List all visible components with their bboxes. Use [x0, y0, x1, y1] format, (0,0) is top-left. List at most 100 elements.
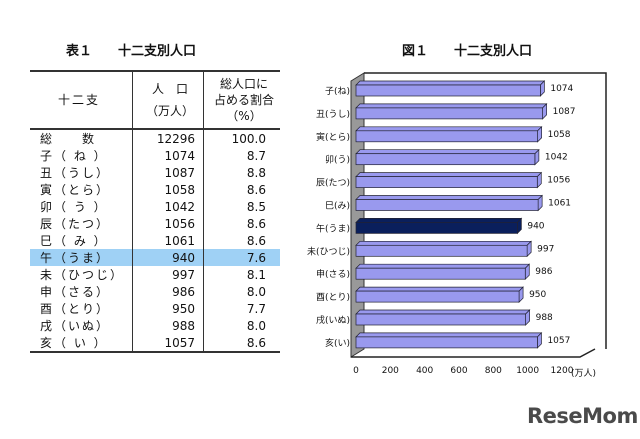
data-label: 986	[535, 267, 552, 277]
bar	[355, 199, 539, 211]
x-tick-label: 200	[382, 366, 399, 376]
bar-top	[355, 240, 532, 246]
header-zodiac: 十二支	[30, 70, 133, 130]
bar	[355, 244, 528, 257]
table-row: 卯（ う ） 1042 8.5	[30, 198, 280, 215]
zodiac-cell: 申（さる）	[40, 285, 111, 299]
data-label: 1058	[548, 130, 571, 140]
percent-cell: 8.7	[203, 147, 280, 164]
bar-top	[355, 263, 531, 269]
population-cell: 1058	[132, 181, 204, 198]
x-tick-label: 1000	[516, 366, 539, 376]
bar-top	[355, 80, 546, 86]
category-label: 辰(たつ)	[316, 178, 350, 189]
table-row: 丑（うし） 1087 8.8	[30, 164, 280, 181]
data-label: 950	[529, 290, 546, 300]
data-label: 997	[537, 244, 554, 254]
zodiac-cell: 巳（ み ）	[40, 234, 108, 248]
population-cell: 997	[132, 266, 204, 283]
x-tick-label: 0	[353, 366, 359, 376]
bar	[355, 130, 538, 143]
data-label: 1087	[553, 107, 576, 117]
population-cell: 986	[132, 283, 204, 300]
population-cell: 1087	[132, 164, 204, 181]
zodiac-cell: 丑（うし）	[40, 166, 111, 180]
table-row: 午（うま） 940 7.6	[30, 249, 280, 266]
chart-back-wall	[364, 72, 607, 349]
population-cell: 1061	[132, 232, 204, 249]
category-label: 酉(とり)	[316, 292, 350, 303]
percent-cell: 8.8	[203, 164, 280, 181]
bar	[355, 107, 543, 120]
category-label: 亥(い)	[325, 337, 350, 349]
category-label: 子(ね)	[325, 86, 350, 97]
data-label: 1042	[545, 153, 568, 163]
data-label: 1074	[550, 84, 573, 94]
bar-top	[355, 218, 523, 223]
bar-top	[355, 126, 543, 132]
zodiac-cell: 寅（とら）	[40, 183, 111, 197]
zodiac-cell: 未（ひつじ）	[40, 268, 125, 282]
data-label: 1057	[547, 336, 570, 346]
percent-cell: 7.6	[203, 249, 280, 266]
table-row: 戌（いぬ） 988 8.0	[30, 317, 280, 334]
bar	[355, 313, 526, 326]
x-tick-label: 1200	[551, 366, 574, 376]
x-tick-label: 400	[416, 366, 433, 376]
population-cell: 12296	[132, 129, 204, 147]
category-label: 午(うま)	[316, 222, 350, 234]
bar	[355, 176, 538, 188]
percent-cell: 8.1	[203, 266, 280, 283]
x-unit-label: (万人)	[571, 368, 596, 379]
chart-left-wall	[350, 72, 365, 358]
zodiac-cell: 戌（いぬ）	[40, 319, 111, 333]
table-row: 辰（たつ） 1056 8.6	[30, 215, 280, 232]
table-row: 総 数 12296 100.0	[30, 129, 280, 147]
table-row: 亥（ い ） 1057 8.6	[30, 334, 280, 353]
data-label: 1056	[547, 176, 570, 186]
percent-cell: 8.5	[203, 198, 280, 215]
category-label: 申(さる)	[316, 268, 350, 280]
bar	[355, 267, 526, 280]
category-label: 未(ひつじ)	[307, 245, 350, 257]
x-tick-label: 600	[450, 366, 467, 376]
table-row: 巳（ み ） 1061 8.6	[30, 232, 280, 249]
header-pct-3: （%）	[226, 109, 262, 123]
data-label: 1061	[548, 199, 571, 209]
category-label: 丑(うし)	[316, 109, 350, 120]
percent-cell: 8.0	[203, 317, 280, 334]
zodiac-cell: 卯（ う ）	[40, 200, 108, 214]
population-cell: 950	[132, 300, 204, 317]
x-tick-label: 800	[485, 366, 502, 376]
percent-cell: 100.0	[203, 129, 280, 147]
resemom-logo: ReseMom	[527, 404, 638, 428]
table-row: 寅（とら） 1058 8.6	[30, 181, 280, 198]
bar-top	[355, 286, 524, 292]
percent-cell: 8.0	[203, 283, 280, 300]
header-pop-2: （万人）	[145, 104, 194, 118]
bar	[355, 153, 536, 166]
population-cell: 988	[132, 317, 204, 334]
header-pct-2: 占める割合	[213, 93, 274, 107]
population-cell: 1074	[132, 147, 204, 164]
percent-cell: 8.6	[203, 181, 280, 198]
population-cell: 1056	[132, 215, 204, 232]
header-pop-1: 人 口	[151, 82, 188, 96]
zodiac-cell: 子（ ね ）	[40, 149, 108, 163]
bar	[355, 84, 541, 97]
table-row: 申（さる） 986 8.0	[30, 283, 280, 300]
table-title: 表１ 十二支別人口	[66, 44, 197, 59]
table-row: 酉（とり） 950 7.7	[30, 300, 280, 317]
zodiac-population-table: 十二支 人 口（万人） 総人口に 占める割合 （%） 総 数 12296 100.0 子（…	[30, 70, 280, 353]
header-percent: 総人口に 占める割合 （%）	[203, 70, 280, 130]
bar	[355, 222, 518, 234]
bar-top	[355, 172, 543, 177]
bar	[355, 290, 520, 303]
bar-top	[355, 149, 540, 155]
zodiac-cell: 酉（とり）	[40, 302, 111, 316]
percent-cell: 8.6	[203, 232, 280, 249]
bar-top	[355, 103, 548, 109]
percent-cell: 8.6	[203, 334, 280, 353]
